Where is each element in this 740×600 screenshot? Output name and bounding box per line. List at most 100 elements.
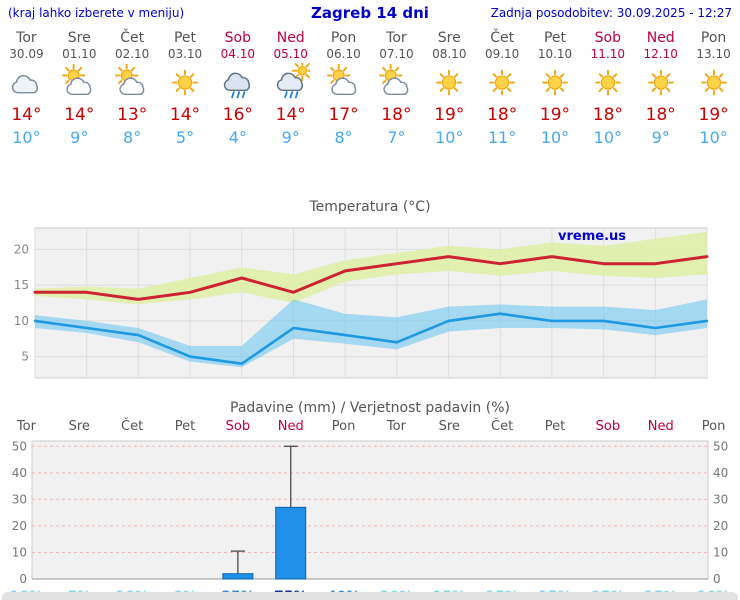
temp-min: 7°	[387, 128, 406, 147]
day-column: Pet 10.10 19° 10°	[529, 30, 582, 147]
rain-icon	[211, 61, 264, 103]
temp-min: 9°	[651, 128, 670, 147]
cloud-icon	[0, 61, 53, 103]
day-column: Pon 06.10 17° 8°	[317, 30, 370, 147]
precip-day-label: Pon	[331, 419, 356, 434]
partly-icon	[106, 61, 159, 103]
temp-max: 18°	[381, 105, 412, 125]
temp-max: 13°	[117, 105, 148, 125]
svg-text:10: 10	[14, 314, 29, 328]
temp-max: 16°	[222, 105, 253, 125]
day-column: Sre 08.10 19° 10°	[423, 30, 476, 147]
day-column: Sre 01.10 14° 9°	[53, 30, 106, 147]
last-update: Zadnja posodobitev: 30.09.2025 - 12:27	[490, 6, 732, 20]
svg-text:0: 0	[713, 572, 721, 584]
day-date: 07.10	[379, 47, 414, 61]
temp-min: 4°	[228, 128, 247, 147]
sun-icon	[423, 61, 476, 103]
day-date: 04.10	[220, 47, 256, 61]
temp-min-line	[33, 312, 709, 365]
partly-icon	[53, 61, 106, 103]
precip-day-label: Pet	[544, 419, 566, 434]
sun-icon	[476, 61, 529, 103]
temp-min: 8°	[123, 128, 142, 147]
footer-strip	[2, 592, 738, 600]
temp-min: 9°	[281, 128, 300, 147]
precip-day-label: Čet	[121, 419, 144, 434]
day-name: Pet	[173, 30, 197, 46]
day-date: 02.10	[114, 47, 150, 61]
svg-text:10: 10	[713, 545, 728, 559]
day-date: 06.10	[326, 47, 361, 61]
precip-day-label: Ned	[647, 419, 674, 434]
svg-text:15: 15	[14, 278, 29, 292]
precip-day-label: Čet	[491, 419, 514, 434]
page-title: Zagreb 14 dni	[311, 4, 429, 22]
day-name: Pon	[700, 30, 727, 46]
day-date: 12.10	[643, 47, 678, 61]
partly-icon	[317, 61, 370, 103]
temp-max: 14°	[64, 105, 95, 125]
svg-text:5: 5	[21, 350, 29, 364]
partly-icon	[370, 61, 423, 103]
day-name: Tor	[386, 30, 407, 46]
day-date: 08.10	[432, 47, 467, 61]
temperature-chart-title: Temperatura (°C)	[309, 199, 431, 215]
precip-bar	[275, 506, 307, 580]
temp-min: 10°	[12, 128, 41, 147]
temp-max: 19°	[434, 105, 465, 125]
temperature-chart-block: Temperatura (°C) 5 10 15 20 vreme.us	[0, 199, 740, 392]
sun-icon	[634, 61, 687, 103]
svg-text:30: 30	[12, 492, 27, 506]
temp-min: 10°	[435, 128, 464, 147]
day-date: 05.10	[273, 47, 308, 61]
day-name: Ned	[646, 30, 675, 46]
temp-max: 17°	[328, 105, 359, 125]
day-column: Ned 12.10 18° 9°	[634, 30, 687, 147]
day-column: Tor 30.09 14° 10°	[0, 30, 53, 147]
day-name: Čet	[120, 30, 145, 46]
temp-min: 10°	[593, 128, 623, 147]
precip-day-label: Ned	[277, 419, 304, 434]
precip-day-label: Pet	[174, 419, 196, 434]
day-column: Tor 07.10 18° 7°	[370, 30, 423, 147]
precipitation-chart: 0 0 10 10 20 20 30 30 40 40 50 50	[12, 439, 729, 586]
svg-text:20: 20	[12, 519, 27, 533]
precipitation-chart-block: Padavine (mm) / Verjetnost padavin (%) T…	[0, 400, 740, 600]
day-date: 09.10	[484, 47, 520, 61]
day-name: Pet	[543, 30, 567, 46]
svg-text:50: 50	[12, 439, 27, 453]
temp-min: 11°	[487, 128, 517, 147]
svg-text:0: 0	[19, 572, 27, 584]
day-name: Čet	[490, 30, 515, 46]
temp-max: 18°	[487, 105, 518, 125]
sun-icon	[529, 61, 582, 103]
day-column: Ned 05.10 14° 9°	[264, 30, 317, 147]
day-column: Pet 03.10 14° 5°	[159, 30, 212, 147]
precip-day-label: Sob	[595, 419, 621, 434]
day-date: 11.10	[590, 47, 626, 61]
precip-bar	[222, 573, 254, 580]
day-date: 10.10	[537, 47, 573, 61]
day-date: 03.10	[167, 47, 203, 61]
precip-day-label: Sob	[225, 419, 251, 434]
day-column: Čet 02.10 13° 8°	[106, 30, 159, 147]
sun-icon	[687, 61, 740, 103]
temp-min-band	[35, 299, 707, 368]
precipitation-chart-title: Padavine (mm) / Verjetnost padavin (%)	[230, 400, 510, 416]
temp-min: 8°	[334, 128, 353, 147]
day-name: Sre	[67, 30, 91, 46]
day-name: Tor	[16, 30, 37, 46]
day-name: Sob	[594, 30, 622, 46]
precip-day-label: Tor	[386, 419, 406, 434]
temp-max: 14°	[275, 105, 306, 125]
svg-text:20: 20	[14, 242, 29, 256]
day-date: 13.10	[696, 47, 731, 61]
watermark: vreme.us	[558, 229, 626, 244]
precip-day-label: Tor	[16, 419, 36, 434]
day-column: Pon 13.10 19° 10°	[687, 30, 740, 147]
day-name: Sob	[224, 30, 252, 46]
temp-max: 14°	[11, 105, 42, 125]
temp-min: 10°	[540, 128, 570, 147]
svg-text:10: 10	[12, 545, 27, 559]
